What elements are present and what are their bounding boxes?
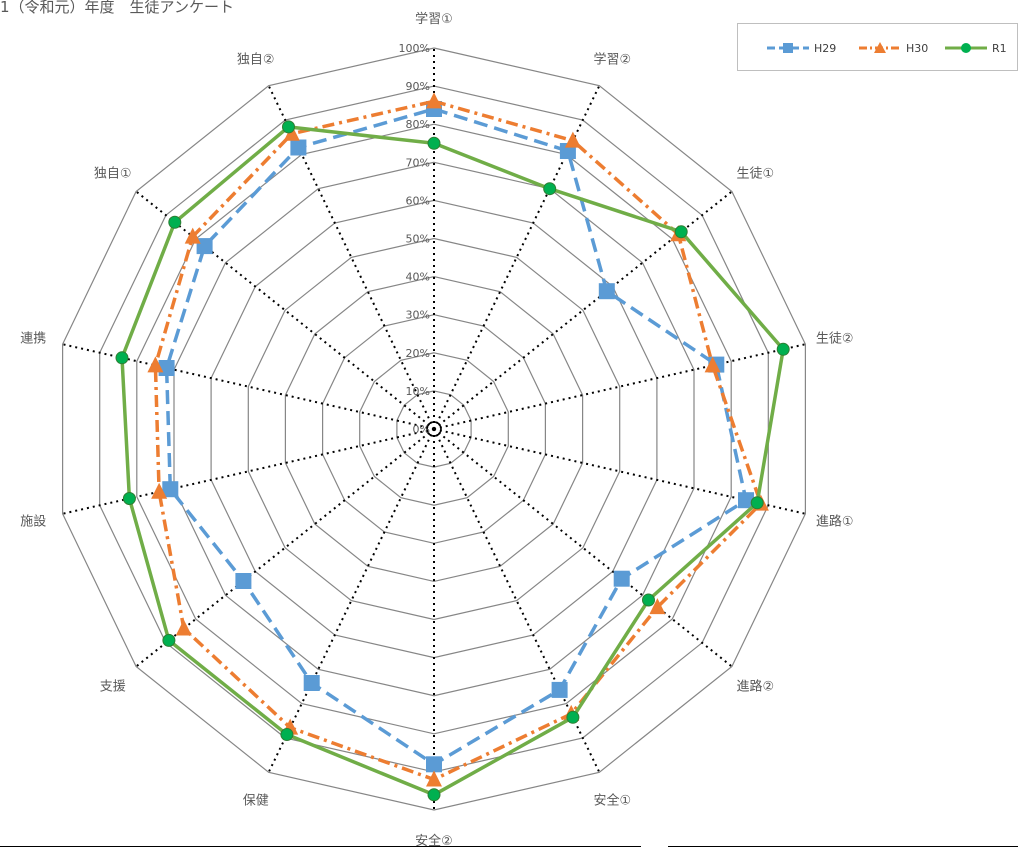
data-point-h29: [290, 139, 307, 156]
category-label: 保健: [243, 793, 269, 808]
legend-label-r1: R1: [992, 41, 1007, 55]
tick-label: 40%: [406, 271, 430, 284]
category-label: 独自①: [94, 167, 132, 182]
grid-layer: [61, 47, 807, 811]
tick-label: 80%: [406, 118, 430, 131]
tick-label: 50%: [406, 233, 430, 246]
legend: H29 H30 R1: [737, 23, 1018, 71]
data-point-r1: [115, 351, 129, 365]
data-point-r1: [776, 342, 790, 356]
data-point-h30: [283, 124, 300, 141]
data-point-h30: [175, 619, 192, 636]
chart-title: 1（令和元）年度 生徒アンケート: [0, 0, 234, 16]
data-point-h29: [426, 756, 442, 773]
tick-label: 90%: [406, 80, 430, 93]
data-point-h29: [196, 238, 213, 255]
category-label: 生徒①: [736, 167, 774, 182]
tick-label: 70%: [406, 156, 430, 169]
data-point-r1: [122, 492, 136, 505]
data-point-r1: [162, 633, 176, 647]
legend-item-h30: H30: [858, 38, 928, 58]
axis-spoke: [135, 190, 435, 430]
data-point-h29: [303, 675, 320, 691]
data-point-h30: [426, 770, 442, 787]
legend-marker-h29: [767, 43, 809, 53]
category-label: 生徒②: [816, 332, 854, 347]
tick-label: 0%: [413, 423, 430, 436]
category-label: 進路②: [736, 678, 774, 694]
category-label: 支援: [100, 679, 126, 694]
tick-label: 20%: [406, 347, 430, 360]
grid-ring: [61, 47, 807, 811]
series-layer: [115, 92, 790, 802]
data-point-h30: [704, 356, 721, 373]
data-point-h29: [613, 570, 630, 587]
tick-label: 100%: [399, 42, 430, 55]
legend-item-r1: R1: [944, 38, 1007, 58]
data-point-r1: [674, 225, 688, 239]
data-point-r1: [280, 728, 294, 741]
category-label: 施設: [20, 514, 46, 530]
legend-marker-r1: [945, 43, 987, 53]
data-point-r1: [566, 710, 580, 724]
data-point-h30: [151, 482, 168, 499]
series-line-h29: [164, 107, 748, 767]
category-label: 進路①: [816, 514, 854, 530]
data-point-r1: [282, 120, 295, 134]
data-point-h30: [147, 356, 164, 373]
data-point-h30: [564, 131, 581, 148]
grid-ring: [359, 352, 509, 506]
data-point-h29: [738, 492, 754, 509]
data-point-r1: [642, 593, 655, 607]
data-point-r1: [427, 136, 441, 150]
data-point-r1: [750, 496, 764, 510]
data-point-h30: [649, 598, 666, 615]
legend-marker-h30: [859, 42, 901, 53]
category-label: 学習②: [593, 52, 631, 68]
data-point-r1: [427, 788, 441, 802]
data-point-h30: [184, 227, 201, 244]
data-point-h29: [162, 481, 179, 498]
grid-ring: [247, 237, 621, 621]
legend-label-h30: H30: [906, 41, 929, 55]
category-label: 安全②: [415, 833, 453, 847]
grid-ring: [396, 390, 472, 468]
data-point-r1: [168, 215, 182, 229]
tick-label: 30%: [406, 309, 430, 322]
data-point-h30: [426, 92, 442, 109]
category-label: 学習①: [415, 11, 453, 27]
category-label: 安全①: [593, 792, 631, 808]
category-label: 独自②: [237, 53, 275, 68]
data-point-h29: [598, 283, 615, 300]
legend-label-h29: H29: [814, 41, 837, 55]
tick-label: 10%: [406, 385, 430, 398]
grid-ring: [173, 161, 695, 697]
category-label: 連携: [20, 331, 46, 347]
legend-item-h29: H29: [766, 38, 836, 58]
data-point-r1: [543, 182, 557, 196]
center-circle: [426, 421, 442, 437]
grid-ring: [284, 275, 584, 583]
data-point-h29: [551, 681, 568, 698]
tick-label: 60%: [406, 194, 430, 207]
label-layer: 0% 10% 20% 30% 40% 50% 60% 70% 80% 90% 100% 学習① 学習② 生…: [20, 11, 853, 847]
data-point-h29: [235, 573, 252, 589]
